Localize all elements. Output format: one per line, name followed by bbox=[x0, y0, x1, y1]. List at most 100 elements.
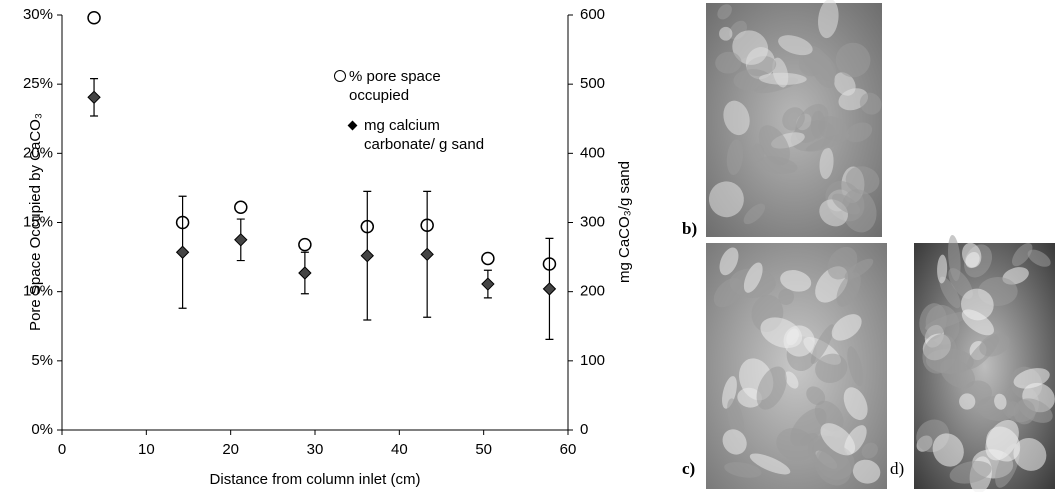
grain bbox=[782, 107, 805, 131]
grain bbox=[965, 252, 980, 269]
point bbox=[234, 233, 248, 247]
grain bbox=[814, 447, 852, 486]
legend-entry: mg calcium carbonate/ g sand bbox=[347, 116, 514, 154]
grain bbox=[715, 51, 742, 74]
grain bbox=[749, 453, 791, 475]
grain bbox=[820, 423, 856, 456]
grain bbox=[832, 193, 861, 215]
y-tick-label: 5% bbox=[31, 352, 53, 369]
grain bbox=[959, 393, 976, 410]
x-tick-label: 50 bbox=[475, 441, 492, 458]
grain bbox=[994, 393, 1007, 410]
grain bbox=[713, 278, 744, 308]
x-tick-label: 0 bbox=[58, 441, 66, 458]
x-tick-label: 20 bbox=[222, 441, 239, 458]
y-tick-label: 20% bbox=[23, 144, 53, 161]
y2-tick-label: 500 bbox=[580, 75, 605, 92]
grain bbox=[780, 270, 812, 292]
grain bbox=[732, 30, 769, 65]
grain bbox=[827, 246, 858, 280]
grain bbox=[723, 100, 750, 136]
grain bbox=[759, 72, 807, 85]
y2-tick-label: 400 bbox=[580, 144, 605, 161]
grain bbox=[778, 35, 813, 56]
grain bbox=[784, 371, 799, 389]
grain bbox=[818, 0, 839, 39]
point bbox=[298, 237, 312, 252]
grain bbox=[1013, 368, 1050, 389]
panel-label: c) bbox=[682, 459, 695, 478]
grain bbox=[845, 166, 880, 195]
y-axis-title: Pore Space Occupied by CaCO₃ bbox=[27, 113, 44, 331]
y-tick-label: 10% bbox=[23, 283, 53, 300]
grain bbox=[937, 254, 948, 284]
point bbox=[234, 200, 248, 215]
grain bbox=[986, 426, 1021, 462]
grain bbox=[1027, 249, 1051, 267]
grain bbox=[717, 4, 732, 20]
point bbox=[175, 245, 190, 259]
grain bbox=[819, 147, 834, 180]
grain bbox=[810, 110, 826, 139]
legend-label: mg calcium carbonate/ g sand bbox=[364, 117, 485, 153]
x-tick-label: 30 bbox=[307, 441, 324, 458]
grain bbox=[939, 276, 961, 309]
grain bbox=[1012, 243, 1033, 267]
grain bbox=[756, 366, 787, 410]
grain bbox=[831, 314, 862, 341]
x-tick-label: 60 bbox=[560, 441, 577, 458]
grain bbox=[724, 462, 762, 478]
grain bbox=[949, 460, 992, 484]
grain bbox=[859, 92, 882, 115]
grain bbox=[947, 234, 961, 282]
grain bbox=[806, 386, 826, 406]
legend-marker bbox=[334, 70, 346, 82]
grain bbox=[719, 26, 733, 41]
panel-label: d) bbox=[890, 459, 904, 478]
grain bbox=[932, 433, 964, 467]
point bbox=[481, 251, 495, 266]
grain bbox=[1018, 398, 1053, 423]
y2-tick-label: 300 bbox=[580, 213, 605, 230]
point bbox=[298, 266, 312, 280]
y2-tick-label: 0 bbox=[580, 421, 588, 438]
grain bbox=[852, 459, 881, 484]
y-tick-label: 15% bbox=[23, 213, 53, 230]
y2-tick-label: 600 bbox=[580, 6, 605, 23]
y-tick-label: 30% bbox=[23, 6, 53, 23]
grain bbox=[919, 303, 947, 340]
point bbox=[87, 90, 101, 105]
y2-axis-title: mg CaCO₃/g sand bbox=[616, 161, 633, 283]
point bbox=[360, 248, 374, 263]
grain bbox=[778, 288, 795, 305]
panel-label: b) bbox=[682, 219, 697, 238]
grain bbox=[708, 181, 744, 218]
grain bbox=[805, 133, 850, 152]
grain bbox=[803, 49, 837, 81]
y-tick-label: 25% bbox=[23, 75, 53, 92]
grain bbox=[847, 346, 864, 387]
x-axis-title: Distance from column inlet (cm) bbox=[210, 471, 421, 488]
grain bbox=[776, 428, 815, 462]
grain bbox=[835, 42, 871, 78]
grain bbox=[719, 247, 739, 276]
grain bbox=[810, 324, 835, 364]
legend-label: % pore space occupied bbox=[349, 68, 441, 104]
point bbox=[542, 282, 557, 296]
grain bbox=[726, 139, 744, 176]
photos bbox=[706, 0, 1055, 492]
grain bbox=[743, 203, 766, 225]
x-tick-label: 40 bbox=[391, 441, 408, 458]
grain bbox=[786, 328, 799, 346]
grain bbox=[815, 353, 848, 383]
grain bbox=[845, 122, 873, 143]
grain bbox=[722, 429, 747, 455]
y-tick-label: 0% bbox=[31, 421, 53, 438]
grain bbox=[743, 262, 763, 293]
grain bbox=[843, 387, 868, 421]
point bbox=[481, 277, 495, 291]
grain bbox=[966, 335, 999, 370]
point bbox=[87, 11, 101, 25]
